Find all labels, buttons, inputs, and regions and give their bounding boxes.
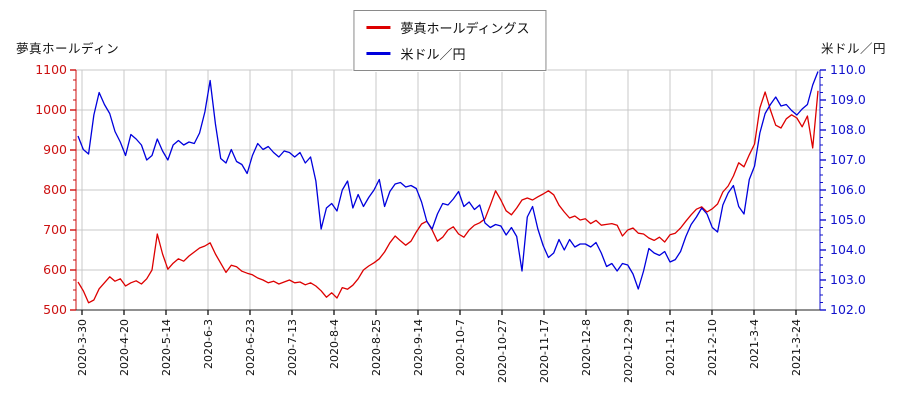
svg-text:2020-7-13: 2020-7-13 (286, 319, 299, 376)
svg-text:2020-5-14: 2020-5-14 (160, 319, 173, 376)
svg-text:2020-12-8: 2020-12-8 (580, 319, 593, 376)
svg-text:2020-3-30: 2020-3-30 (76, 319, 89, 376)
right-axis-title: 米ドル／円 (820, 41, 886, 56)
svg-text:900: 900 (43, 142, 67, 157)
svg-text:600: 600 (43, 262, 67, 277)
svg-text:2020-6-23: 2020-6-23 (244, 319, 257, 376)
legend-swatch-blue (366, 52, 391, 55)
legend: 夢真ホールディングス 米ドル／円 (353, 10, 547, 71)
svg-text:109.0: 109.0 (830, 92, 866, 107)
svg-text:1100: 1100 (35, 62, 67, 77)
svg-text:107.0: 107.0 (830, 152, 866, 167)
svg-text:102.0: 102.0 (830, 302, 866, 317)
svg-text:2020-6-3: 2020-6-3 (202, 319, 215, 369)
svg-text:2021-3-24: 2021-3-24 (790, 319, 803, 376)
svg-text:108.0: 108.0 (830, 122, 866, 137)
svg-text:2020-10-27: 2020-10-27 (496, 319, 509, 383)
svg-text:2020-8-25: 2020-8-25 (370, 319, 383, 376)
svg-text:105.0: 105.0 (830, 212, 866, 227)
legend-label-usdjpy: 米ドル／円 (400, 48, 466, 63)
svg-text:2020-10-7: 2020-10-7 (454, 319, 467, 376)
svg-text:700: 700 (43, 222, 67, 237)
svg-text:500: 500 (43, 302, 67, 317)
svg-text:2020-4-20: 2020-4-20 (118, 319, 131, 376)
legend-swatch-red (366, 26, 391, 29)
svg-text:2021-1-21: 2021-1-21 (664, 319, 677, 376)
svg-text:2021-3-4: 2021-3-4 (748, 319, 761, 369)
left-axis-title: 夢真ホールディン (16, 41, 120, 56)
svg-text:2021-2-10: 2021-2-10 (706, 319, 719, 376)
svg-text:2020-9-14: 2020-9-14 (412, 319, 425, 376)
legend-item-usdjpy: 米ドル／円 (366, 44, 529, 63)
legend-item-stock: 夢真ホールディングス (366, 18, 530, 37)
svg-text:1000: 1000 (35, 102, 67, 117)
legend-label-stock: 夢真ホールディングス (400, 22, 530, 37)
svg-text:106.0: 106.0 (830, 182, 866, 197)
svg-text:104.0: 104.0 (830, 242, 866, 257)
svg-text:2020-12-29: 2020-12-29 (622, 319, 635, 383)
svg-text:103.0: 103.0 (830, 272, 866, 287)
svg-text:110.0: 110.0 (830, 62, 866, 77)
svg-text:800: 800 (43, 182, 67, 197)
svg-text:2020-11-17: 2020-11-17 (538, 319, 551, 383)
svg-text:2020-8-4: 2020-8-4 (328, 319, 341, 369)
